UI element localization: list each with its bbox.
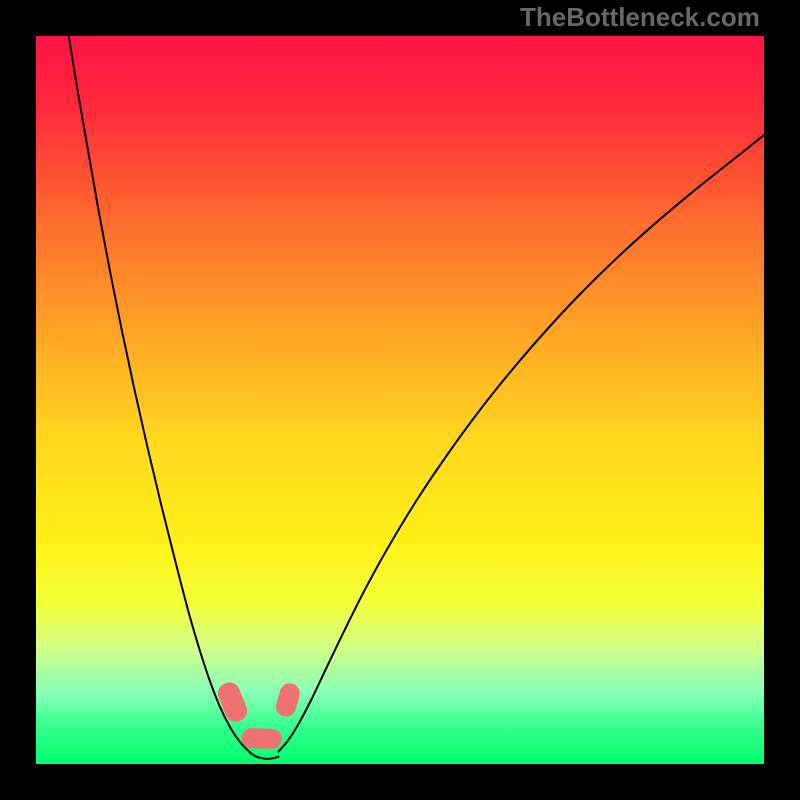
chart-marker xyxy=(241,728,282,749)
plot-area xyxy=(36,36,764,764)
watermark-text: TheBottleneck.com xyxy=(520,2,760,33)
chart-marker xyxy=(274,681,303,719)
chart-marker xyxy=(215,679,250,724)
markers-layer xyxy=(36,36,764,764)
